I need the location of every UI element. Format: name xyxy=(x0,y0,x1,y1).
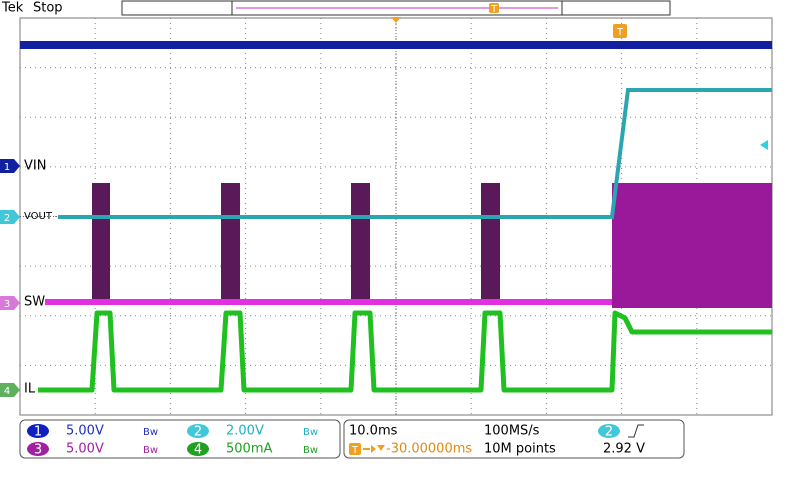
vertical-panel xyxy=(19,419,341,459)
burst xyxy=(481,183,500,303)
time-position: -30.00000ms xyxy=(386,442,472,457)
edge-icon xyxy=(628,424,644,438)
ch1-marker xyxy=(0,159,20,173)
sample-rate: 100MS/s xyxy=(484,424,540,439)
ch4-trace xyxy=(38,310,772,393)
ch3-label: SW xyxy=(24,295,45,310)
ch3-marker xyxy=(0,296,20,310)
ch1-scale: 5.00V xyxy=(66,424,104,439)
ch4-bandwidth: Bw xyxy=(303,445,318,456)
trigger-icon-text: T xyxy=(616,27,624,38)
trigger-level xyxy=(760,140,768,150)
delay-trigger-text: T xyxy=(351,445,359,456)
ch3-scale: 5.00V xyxy=(66,442,104,457)
ch1-badge xyxy=(27,424,49,438)
burst xyxy=(221,183,240,303)
delay-trigger-icon xyxy=(349,443,361,455)
trigger-position xyxy=(391,17,401,23)
ch2-scale: 2.00V xyxy=(226,424,264,439)
ch2-badge xyxy=(187,424,209,438)
ch4-badge-number: 4 xyxy=(194,443,202,458)
ch1-bandwidth: Bw xyxy=(143,427,158,438)
ch3-marker-number: 3 xyxy=(4,299,10,310)
trigger-source-badge xyxy=(598,424,620,438)
ch4-marker xyxy=(0,383,20,397)
delay-position-icon xyxy=(377,445,385,451)
record-trigger-text: T xyxy=(490,4,498,15)
ch4-badge xyxy=(187,442,209,456)
trigger-source: 2 xyxy=(605,425,613,440)
record-trigger-icon xyxy=(489,3,499,13)
ch2-bandwidth: Bw xyxy=(303,427,318,438)
ch4-label: IL xyxy=(24,382,36,397)
brand: Tek xyxy=(1,1,24,16)
ch2-trace xyxy=(58,88,772,219)
record-length: 10M points xyxy=(484,442,556,457)
ch3-trace xyxy=(45,299,612,305)
ch2-badge-number: 2 xyxy=(194,425,202,440)
delay-arrowhead xyxy=(371,445,376,453)
time-scale: 10.0ms xyxy=(349,424,398,439)
trigger-level-value: 2.92 V xyxy=(603,442,645,457)
ch1-label: VIN xyxy=(24,159,46,174)
ch1-marker-number: 1 xyxy=(4,162,10,173)
ch2-marker xyxy=(0,210,20,224)
burst xyxy=(351,183,370,303)
ch2-label: VOUT xyxy=(24,211,53,222)
ch3-badge-number: 3 xyxy=(34,443,42,458)
ch3-bursts xyxy=(92,183,500,303)
status: Stop xyxy=(33,1,63,16)
ch1-badge-number: 1 xyxy=(34,425,42,440)
ch3-bandwidth: Bw xyxy=(143,445,158,456)
trigger-icon xyxy=(613,24,627,38)
burst xyxy=(92,183,110,303)
ch1-trace xyxy=(20,41,772,49)
ch3-switching xyxy=(612,183,772,308)
ch4-marker-number: 4 xyxy=(4,386,10,397)
channel-markers: 1 VIN 2 VOUT 3 SW 4 IL xyxy=(0,159,53,397)
ch2-marker-number: 2 xyxy=(4,213,10,224)
ch4-scale: 500mA xyxy=(226,442,272,457)
ch3-badge xyxy=(27,442,49,456)
